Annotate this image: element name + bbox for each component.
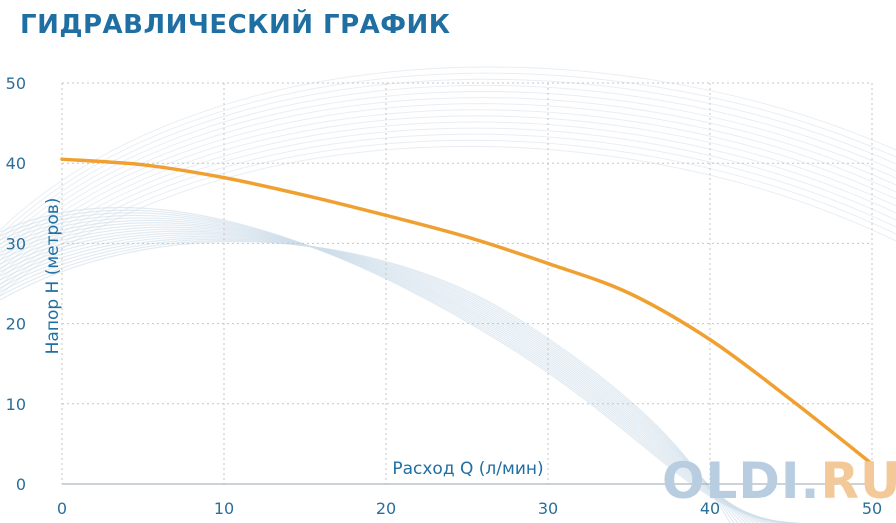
data-point-0-9 — [789, 398, 793, 402]
y-tick-label: 30 — [6, 234, 26, 253]
grid-lines — [61, 82, 873, 485]
data-point-0-1 — [141, 163, 145, 167]
x-axis-label: Расход Q (л/мин) — [392, 459, 543, 479]
decor-band-4 — [0, 235, 747, 523]
background-decoration — [0, 66, 896, 523]
watermark-main: OLDI. — [662, 452, 821, 510]
x-tick-label: 0 — [57, 499, 67, 518]
data-point-0-8 — [708, 338, 712, 342]
chart-title: ГИДРАВЛИЧЕСКИЙ ГРАФИК — [20, 10, 451, 40]
decor-arc-8 — [0, 115, 896, 271]
y-tick-label: 50 — [6, 74, 26, 93]
decor-band-17 — [0, 206, 799, 523]
x-tick-label: 30 — [538, 499, 558, 518]
decor-arc-12 — [0, 139, 896, 291]
decor-band-0 — [0, 241, 731, 523]
decor-arc-7 — [0, 109, 896, 266]
decor-arc-2 — [0, 78, 896, 241]
decor-band-1 — [0, 239, 735, 523]
decor-arc-0 — [0, 66, 896, 231]
decor-arc-5 — [0, 97, 896, 256]
decor-band-3 — [0, 237, 743, 523]
y-tick-labels: 0 10 20 30 40 50 — [6, 74, 26, 494]
series-line-0 — [60, 157, 874, 466]
decor-band-13 — [0, 217, 783, 523]
data-point-0-10 — [870, 462, 874, 466]
decor-arc-9 — [0, 121, 896, 276]
decor-band-7 — [0, 230, 759, 523]
y-tick-label: 40 — [6, 154, 26, 173]
x-tick-label: 50 — [862, 499, 882, 518]
y-tick-label: 0 — [16, 475, 26, 494]
x-tick-label: 10 — [214, 499, 234, 518]
x-tick-label: 20 — [376, 499, 396, 518]
x-tick-labels: 0 10 20 30 40 50 — [57, 499, 882, 518]
decor-band-9 — [0, 226, 767, 523]
series-layer — [60, 157, 874, 466]
decor-band-8 — [0, 228, 763, 523]
decor-band-10 — [0, 224, 771, 523]
decor-arc-4 — [0, 91, 896, 251]
y-axis-label: Напор H (метров) — [43, 198, 63, 355]
decor-band-5 — [0, 234, 751, 523]
decor-band-15 — [0, 212, 791, 523]
y-tick-label: 10 — [6, 395, 26, 414]
data-point-0-6 — [546, 261, 550, 265]
decor-band-11 — [0, 222, 775, 523]
watermark-logo: OLDI.RU — [662, 452, 896, 510]
decor-band-16 — [0, 209, 795, 523]
decor-arc-1 — [0, 72, 896, 236]
data-point-0-3 — [303, 193, 307, 197]
x-tick-label: 40 — [700, 499, 720, 518]
data-point-0-5 — [465, 235, 469, 239]
watermark-accent: RU — [820, 452, 896, 510]
data-point-0-7 — [627, 291, 631, 295]
decor-band-14 — [0, 214, 787, 523]
data-point-0-4 — [384, 213, 388, 217]
decor-arc-13 — [0, 145, 896, 296]
decor-band-2 — [0, 238, 739, 523]
decor-arc-3 — [0, 84, 896, 246]
decor-band-6 — [0, 232, 755, 523]
y-tick-label: 20 — [6, 315, 26, 334]
data-point-0-2 — [222, 176, 226, 180]
data-point-0-0 — [60, 157, 64, 161]
decor-arc-6 — [0, 103, 896, 261]
